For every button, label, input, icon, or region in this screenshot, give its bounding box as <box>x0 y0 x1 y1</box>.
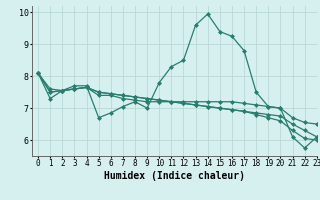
X-axis label: Humidex (Indice chaleur): Humidex (Indice chaleur) <box>104 171 245 181</box>
